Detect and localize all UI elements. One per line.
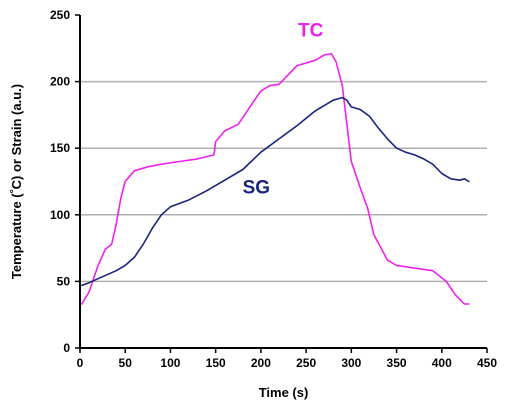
y-tick-label-250: 250	[50, 8, 70, 22]
axes	[79, 15, 487, 349]
x-tick-label-200: 200	[251, 356, 271, 370]
y-tick-label-100: 100	[50, 208, 70, 222]
x-tick-label-0: 0	[77, 356, 84, 370]
y-tick-label-50: 50	[57, 274, 71, 288]
series-line-sg	[81, 96, 470, 287]
x-tick-label-100: 100	[160, 356, 180, 370]
y-tick-label-200: 200	[50, 75, 70, 89]
x-tick-label-50: 50	[119, 356, 133, 370]
x-axis-title: Time (s)	[259, 385, 309, 400]
series-lines	[81, 52, 470, 305]
x-tick-label-350: 350	[387, 356, 407, 370]
x-tick-label-300: 300	[341, 356, 361, 370]
series-line-tc	[81, 52, 470, 305]
series-label-sg: SG	[243, 177, 270, 198]
x-tick-label-450: 450	[477, 356, 497, 370]
y-tick-label-0: 0	[63, 341, 70, 355]
ticks: 0 50 100 150 200 250 0 50 100 150 200 250 300 350 400 4…	[50, 8, 497, 370]
y-axis-title: Temperature (°C) or Strain (a.u.)	[9, 84, 24, 279]
x-tick-label-250: 250	[296, 356, 316, 370]
x-tick-label-400: 400	[432, 356, 452, 370]
gridlines	[80, 80, 487, 283]
x-tick-label-150: 150	[206, 356, 226, 370]
series-label-tc: TC	[298, 20, 324, 41]
y-tick-label-150: 150	[50, 141, 70, 155]
